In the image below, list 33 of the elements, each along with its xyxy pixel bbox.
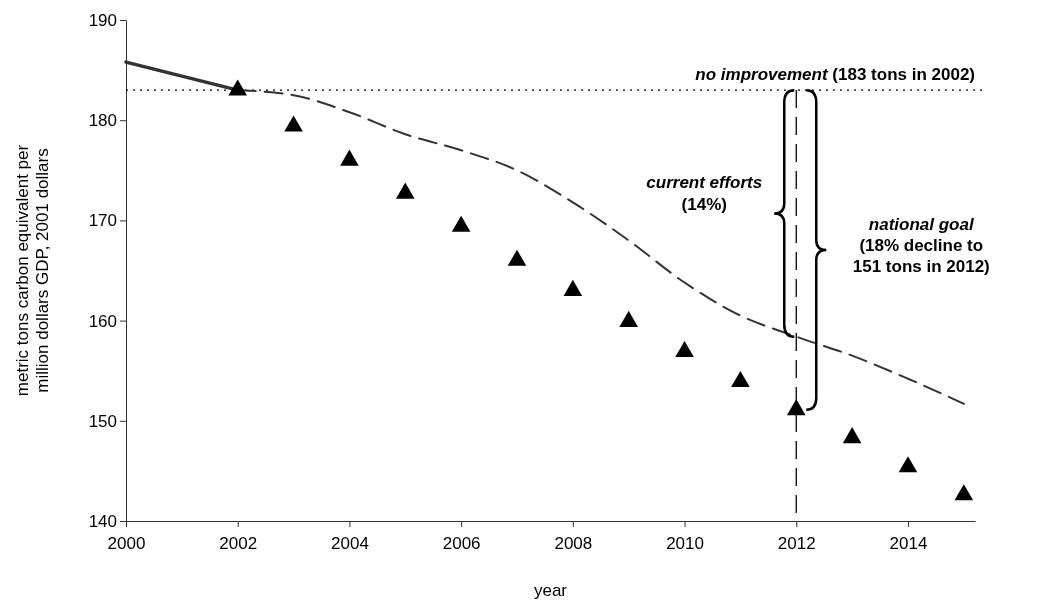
y-tick-label: 140 <box>88 511 117 531</box>
point <box>340 149 359 166</box>
point <box>954 484 974 501</box>
x-tick-label: 2008 <box>554 533 593 553</box>
point <box>507 249 527 266</box>
y-axis-title: metric tons carbon equivalent per million dollars GDP, 2001 dollars <box>13 144 52 397</box>
point <box>675 340 694 358</box>
y-tick-label: 180 <box>88 111 117 131</box>
point <box>731 370 750 388</box>
y-tick-label: 160 <box>88 311 117 331</box>
point <box>284 115 303 132</box>
point <box>228 79 248 96</box>
y-tick-label: 170 <box>88 211 117 231</box>
annotation: current efforts (14%) <box>646 173 763 214</box>
point <box>842 427 862 444</box>
x-tick-label: 2012 <box>777 533 816 553</box>
x-tick-label: 2014 <box>889 533 928 553</box>
x-tick-label: 2006 <box>442 533 481 553</box>
ref-line-label: no improvement (183 tons in 2002) <box>695 65 975 85</box>
x-tick-label: 2004 <box>331 533 369 553</box>
point <box>563 279 583 296</box>
point <box>619 310 638 327</box>
annotation: national goal (18% decline to 151 tons in 2012) <box>852 214 990 277</box>
x-tick-label: 2010 <box>666 533 704 553</box>
x-axis-title: year <box>533 581 568 600</box>
x-tick-label: 2002 <box>219 533 258 553</box>
point <box>395 182 415 199</box>
point <box>898 456 918 473</box>
y-tick-label: 150 <box>88 411 117 431</box>
point <box>451 215 471 232</box>
y-tick-label: 190 <box>88 10 117 30</box>
x-tick-label: 2000 <box>107 533 146 553</box>
point <box>786 399 806 416</box>
